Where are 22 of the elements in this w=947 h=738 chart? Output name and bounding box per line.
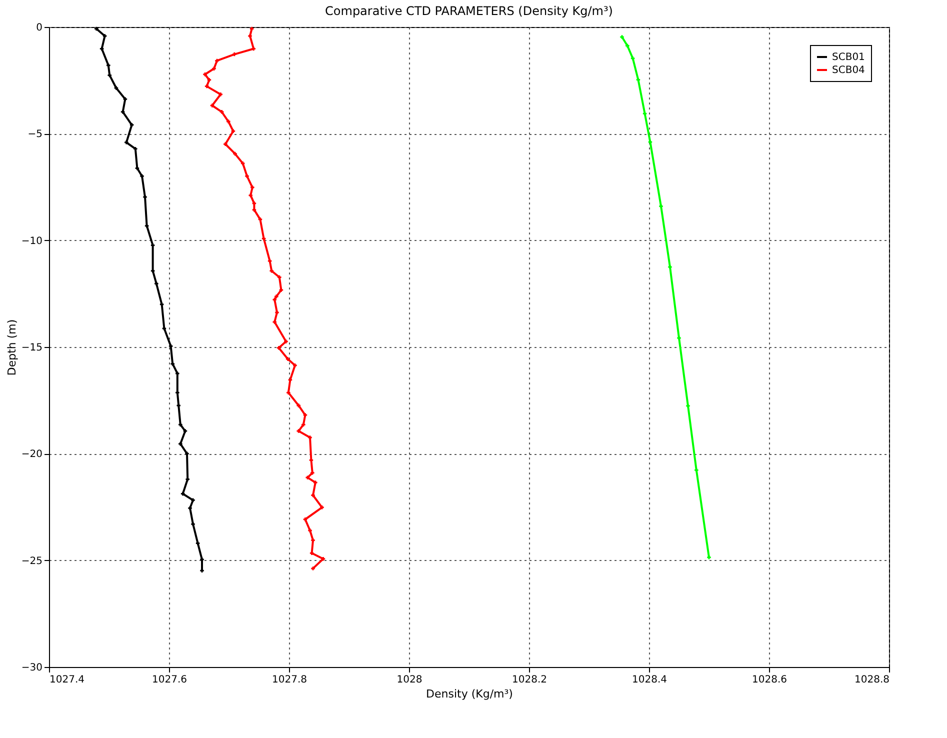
y-tick-label: −25 bbox=[21, 556, 42, 567]
x-tick-label: 1028.4 bbox=[632, 674, 667, 686]
y-tick-label: −10 bbox=[21, 236, 42, 247]
x-tick-label: 1027.8 bbox=[272, 674, 307, 686]
y-tick-label: −30 bbox=[21, 662, 42, 674]
x-tick-label: 1027.6 bbox=[152, 674, 187, 686]
line-series bbox=[620, 35, 711, 560]
line-series bbox=[203, 26, 326, 570]
x-tick-label: 1028.6 bbox=[752, 674, 787, 686]
y-tick-label: −20 bbox=[21, 449, 42, 460]
legend-label: SCB01 bbox=[832, 52, 865, 63]
y-axis-title: Depth (m) bbox=[5, 319, 18, 376]
y-tick-label: −5 bbox=[28, 129, 42, 140]
x-tick-label: 1028 bbox=[396, 674, 422, 686]
chart-title: Comparative CTD PARAMETERS (Density Kg/m³) bbox=[325, 4, 613, 18]
x-tick-label: 1028.8 bbox=[854, 674, 890, 686]
x-axis-title: Density (Kg/m³) bbox=[426, 688, 513, 700]
legend-label: SCB04 bbox=[832, 65, 865, 76]
x-tick-label: 1027.4 bbox=[50, 674, 84, 686]
y-tick-label: −15 bbox=[21, 342, 42, 354]
x-tick-label: 1028.2 bbox=[512, 674, 547, 686]
y-tick-label: 0 bbox=[36, 22, 42, 34]
